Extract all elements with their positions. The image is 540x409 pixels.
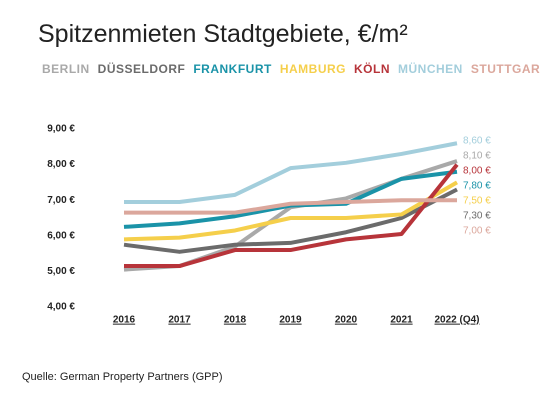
y-tick-label: 6,00 € [47, 230, 75, 241]
y-tick-label: 5,00 € [47, 266, 75, 277]
y-tick-label: 8,00 € [47, 159, 75, 170]
y-tick-label: 4,00 € [47, 302, 75, 313]
legend-entry: STUTTGART [470, 62, 540, 76]
x-tick-label: 2020 [335, 315, 358, 326]
x-tick-label: 2016 [113, 315, 136, 326]
x-tick-label: 2018 [224, 315, 247, 326]
value-label: 7,50 € [463, 196, 491, 207]
source-note: Quelle: German Property Partners (GPP) [22, 371, 223, 383]
value-label: 7,30 € [463, 211, 491, 222]
legend-entry: DÜSSELDORF [97, 62, 186, 76]
value-label: 7,00 € [463, 226, 491, 237]
y-tick-label: 9,00 € [47, 124, 75, 135]
legend: BERLIN DÜSSELDORF FRANKFURT HAMBURG KÖLN MÜNC… [42, 62, 540, 76]
legend-entry: KÖLN [354, 62, 391, 76]
series-line [124, 198, 457, 215]
legend-entry: MÜNCHEN [398, 62, 463, 76]
x-tick-label: 2019 [279, 315, 302, 326]
legend-entry: FRANKFURT [193, 62, 272, 76]
legend-entry: HAMBURG [279, 62, 347, 76]
value-label: 8,00 € [463, 166, 491, 177]
series-line [123, 180, 458, 242]
series-line [123, 187, 458, 254]
legend-entry: BERLIN [42, 62, 90, 76]
series-line [124, 141, 458, 204]
value-label: 8,60 € [463, 136, 491, 147]
x-tick-label: 2021 [390, 315, 413, 326]
series-line [124, 163, 459, 269]
y-tick-label: 7,00 € [47, 195, 75, 206]
x-tick-label: 2022 (Q4) [434, 315, 479, 326]
x-tick-label: 2017 [168, 315, 191, 326]
chart-title: Spitzenmieten Stadtgebiete, €/m² [38, 20, 408, 48]
value-label: 7,80 € [463, 181, 491, 192]
value-label: 8,10 € [463, 151, 491, 162]
